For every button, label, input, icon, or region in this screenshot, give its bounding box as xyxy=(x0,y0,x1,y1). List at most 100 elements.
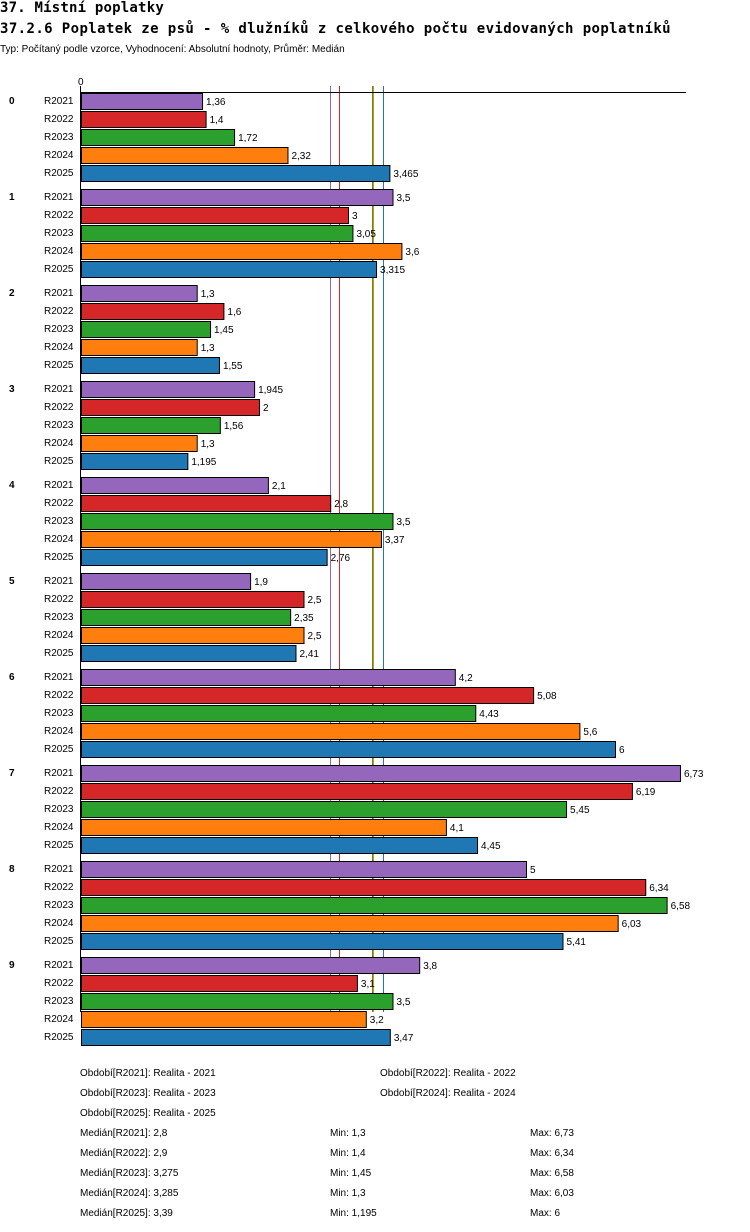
data-label: 3,5 xyxy=(397,193,411,204)
legend-period-r2025: Období[R2025]: Realita - 2025 xyxy=(80,1108,216,1119)
data-label: 1,72 xyxy=(238,133,258,144)
bar-r2023 xyxy=(81,897,668,914)
min-r2021: Min: 1,3 xyxy=(330,1128,366,1139)
bar-r2021 xyxy=(81,285,198,302)
bar-r2022 xyxy=(81,783,633,800)
bar-r2024 xyxy=(81,1011,367,1028)
bar-r2022 xyxy=(81,495,332,512)
bar-r2023 xyxy=(81,417,221,434)
data-label: 1,36 xyxy=(206,97,226,108)
category-label: 6 xyxy=(9,672,15,683)
category-label: 1 xyxy=(9,192,15,203)
series-label: R2023 xyxy=(44,516,74,527)
series-label: R2024 xyxy=(44,822,74,833)
series-label: R2021 xyxy=(44,192,74,203)
max-r2022: Max: 6,34 xyxy=(530,1148,574,1159)
max-r2024: Max: 6,03 xyxy=(530,1188,574,1199)
series-label: R2025 xyxy=(44,648,74,659)
data-label: 3,315 xyxy=(380,265,405,276)
max-r2023: Max: 6,58 xyxy=(530,1168,574,1179)
bar-r2024 xyxy=(81,819,447,836)
series-label: R2024 xyxy=(44,438,74,449)
data-label: 1,9 xyxy=(254,577,268,588)
series-label: R2021 xyxy=(44,480,74,491)
series-label: R2024 xyxy=(44,918,74,929)
data-label: 6,58 xyxy=(671,901,691,912)
series-label: R2025 xyxy=(44,744,74,755)
bar-r2023 xyxy=(81,993,394,1010)
series-label: R2025 xyxy=(44,552,74,563)
series-label: R2024 xyxy=(44,630,74,641)
data-label: 3,2 xyxy=(370,1015,384,1026)
category-label: 7 xyxy=(9,768,15,779)
data-label: 5,6 xyxy=(583,727,597,738)
bar-r2022 xyxy=(81,687,535,704)
bar-r2021 xyxy=(81,93,204,110)
bar-r2022 xyxy=(81,591,305,608)
series-label: R2025 xyxy=(44,456,74,467)
data-label: 3,465 xyxy=(393,169,418,180)
bar-r2022 xyxy=(81,303,225,320)
bar-r2021 xyxy=(81,861,527,878)
bar-r2025 xyxy=(81,837,479,854)
data-label: 4,1 xyxy=(450,823,464,834)
bar-r2021 xyxy=(81,477,269,494)
data-label: 6,19 xyxy=(636,787,656,798)
min-r2022: Min: 1,4 xyxy=(330,1148,366,1159)
bar-r2023 xyxy=(81,129,236,146)
data-label: 3,8 xyxy=(423,961,437,972)
bar-r2023 xyxy=(81,513,394,530)
data-label: 1,3 xyxy=(201,343,215,354)
series-label: R2021 xyxy=(44,960,74,971)
bar-r2025 xyxy=(81,165,391,182)
median-r2024: Medián[R2024]: 3,285 xyxy=(80,1188,179,1199)
data-label: 6,73 xyxy=(684,769,704,780)
bar-r2022 xyxy=(81,399,260,416)
data-label: 1,3 xyxy=(201,289,215,300)
data-label: 5,08 xyxy=(537,691,557,702)
data-label: 2,32 xyxy=(291,151,311,162)
series-label: R2023 xyxy=(44,420,74,431)
data-label: 1,4 xyxy=(210,115,224,126)
category-label: 2 xyxy=(9,288,15,299)
series-label: R2023 xyxy=(44,708,74,719)
data-label: 6,34 xyxy=(649,883,669,894)
series-label: R2023 xyxy=(44,228,74,239)
data-label: 3,37 xyxy=(385,535,405,546)
series-label: R2022 xyxy=(44,402,74,413)
data-label: 2,41 xyxy=(299,649,319,660)
bar-r2022 xyxy=(81,207,349,224)
bar-r2025 xyxy=(81,357,220,374)
max-r2021: Max: 6,73 xyxy=(530,1128,574,1139)
bar-r2021 xyxy=(81,189,394,206)
series-label: R2022 xyxy=(44,690,74,701)
median-r2022: Medián[R2022]: 2,9 xyxy=(80,1148,168,1159)
data-label: 4,43 xyxy=(479,709,499,720)
series-label: R2023 xyxy=(44,324,74,335)
legend-period-r2024: Období[R2024]: Realita - 2024 xyxy=(380,1088,516,1099)
series-label: R2024 xyxy=(44,1014,74,1025)
data-label: 3 xyxy=(352,211,358,222)
data-label: 1,195 xyxy=(191,457,216,468)
data-label: 6,03 xyxy=(622,919,642,930)
series-label: R2022 xyxy=(44,498,74,509)
median-r2023: Medián[R2023]: 3,275 xyxy=(80,1168,179,1179)
bar-r2022 xyxy=(81,111,207,128)
series-label: R2025 xyxy=(44,840,74,851)
bar-r2024 xyxy=(81,531,382,548)
series-label: R2021 xyxy=(44,768,74,779)
bar-r2021 xyxy=(81,669,456,686)
data-label: 1,56 xyxy=(224,421,244,432)
series-label: R2024 xyxy=(44,150,74,161)
data-label: 3,1 xyxy=(361,979,375,990)
legend-period-r2022: Období[R2022]: Realita - 2022 xyxy=(380,1068,516,1079)
series-label: R2021 xyxy=(44,288,74,299)
bar-r2024 xyxy=(81,147,289,164)
data-label: 5 xyxy=(530,865,536,876)
bar-r2025 xyxy=(81,453,189,470)
series-label: R2025 xyxy=(44,360,74,371)
series-label: R2024 xyxy=(44,342,74,353)
series-label: R2023 xyxy=(44,996,74,1007)
data-label: 5,41 xyxy=(566,937,586,948)
